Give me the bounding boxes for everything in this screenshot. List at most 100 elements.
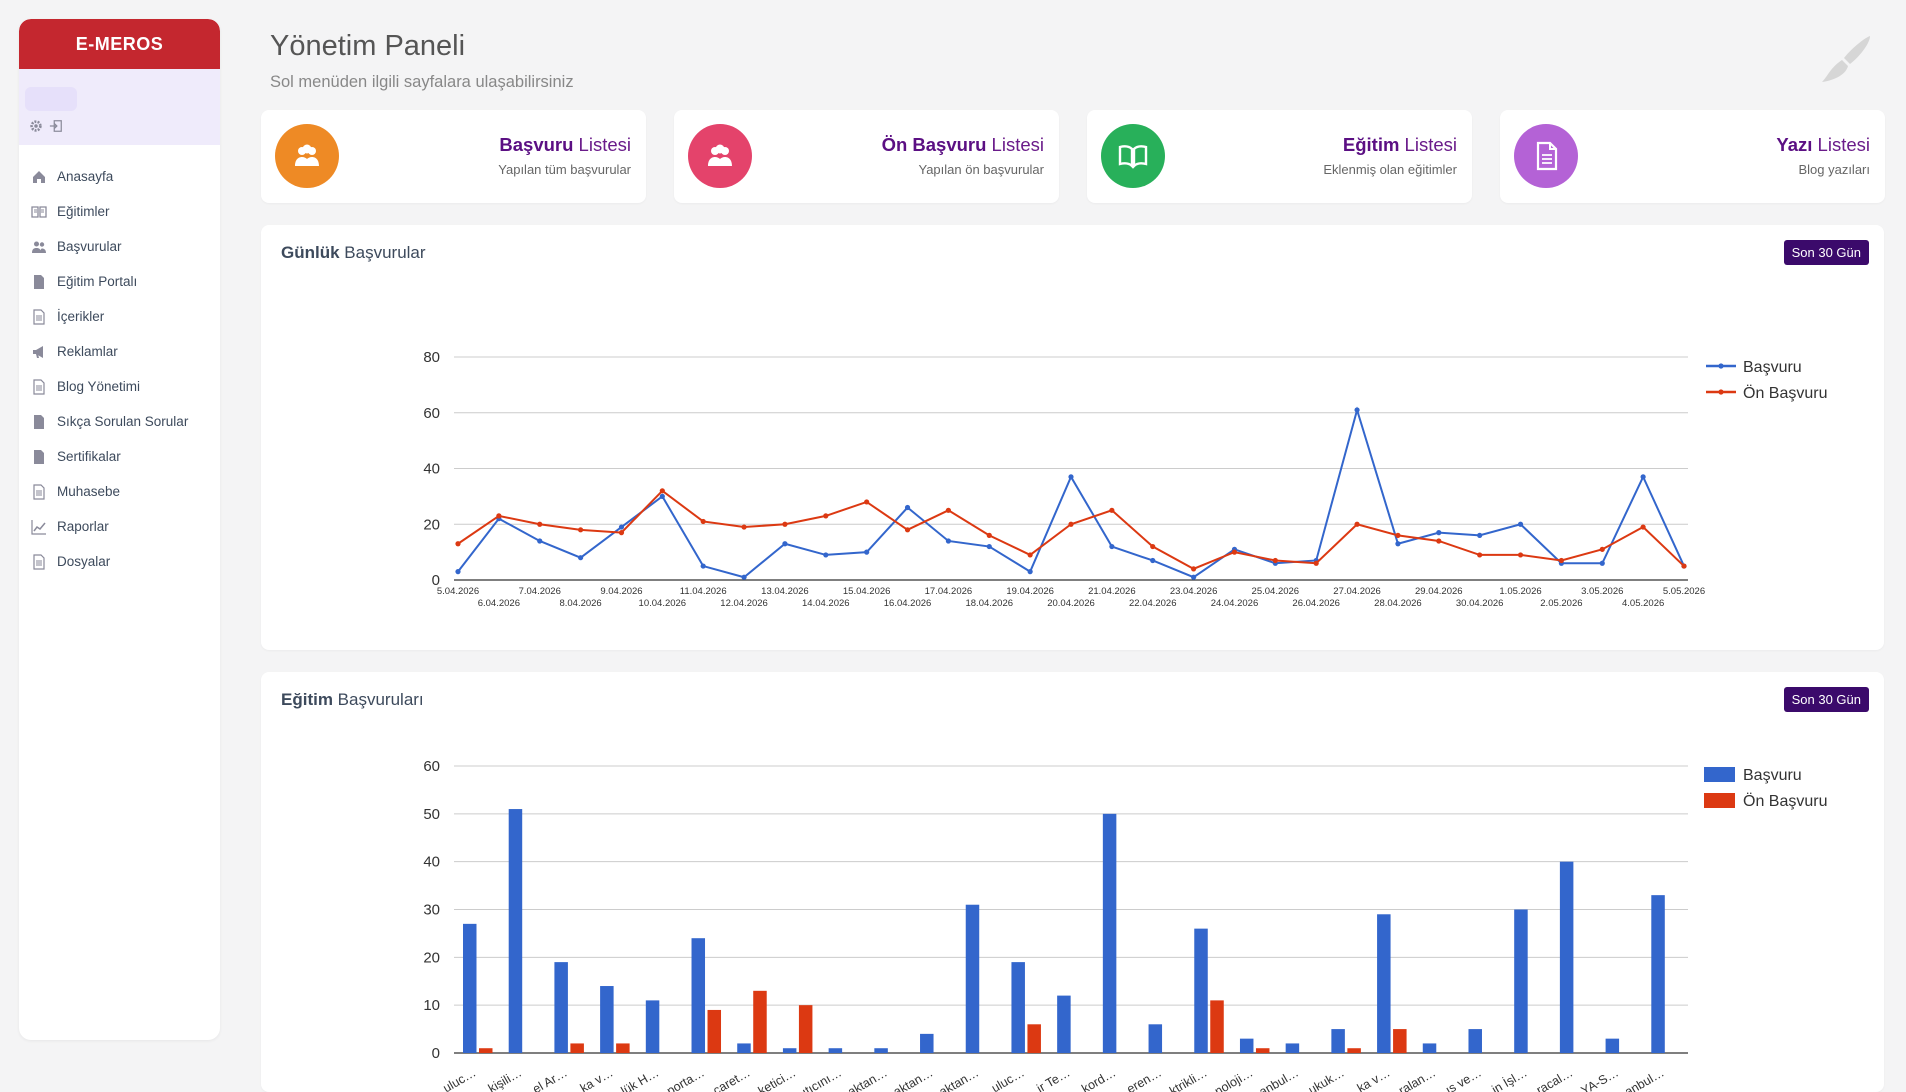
x-tick-label: 29.04.2026 [1415, 586, 1463, 597]
sidebar-item-5[interactable]: Reklamlar [19, 334, 220, 369]
card-title[interactable]: Başvuru Listesi [499, 134, 631, 155]
y-tick-label: 40 [423, 854, 440, 871]
card-title[interactable]: Yazı Listesi [1776, 134, 1870, 155]
stat-card-0[interactable]: Başvuru Listesi Yapılan tüm başvurular [261, 110, 646, 203]
data-point [1068, 474, 1074, 480]
data-point [1313, 560, 1319, 566]
sidebar-item-label: Anasayfa [57, 169, 114, 184]
sidebar-item-2[interactable]: Başvurular [19, 229, 220, 264]
brush-icon [1822, 36, 1870, 82]
bar [1194, 928, 1208, 1053]
card-icon-circle [1101, 124, 1165, 188]
avatar [25, 87, 77, 111]
legend-swatch [1704, 767, 1735, 782]
stat-card-3[interactable]: Yazı Listesi Blog yazıları [1500, 110, 1885, 203]
x-tick-label: 15.04.2026 [843, 586, 891, 597]
x-tick-label: 4.05.2026 [1622, 598, 1664, 609]
bar [691, 938, 706, 1053]
sidebar-item-label: Eğitimler [57, 204, 110, 219]
sidebar-item-label: Blog Yönetimi [57, 379, 141, 394]
data-point [823, 513, 829, 519]
sidebar-item-11[interactable]: Dosyalar [19, 544, 220, 579]
data-point [578, 555, 584, 561]
y-tick-label: 10 [423, 997, 440, 1014]
card-icon-circle [688, 124, 752, 188]
gear-icon[interactable] [29, 119, 43, 138]
bar [1027, 1024, 1041, 1053]
data-point [741, 524, 747, 530]
x-tick-label: 8.04.2026 [559, 598, 601, 609]
bar [463, 923, 477, 1053]
data-point [1558, 557, 1564, 564]
x-tick-label: 12.04.2026 [720, 598, 768, 609]
data-point [1027, 552, 1033, 558]
sidebar-item-label: Muhasebe [57, 484, 121, 499]
data-point [986, 543, 992, 550]
data-point [1395, 541, 1401, 547]
y-tick-label: 80 [423, 349, 440, 366]
x-tick-label: 24.04.2026 [1211, 598, 1259, 609]
data-point [904, 527, 911, 533]
card-subtitle: Yapılan ön başvurular [918, 162, 1044, 177]
card-icon-circle [1514, 124, 1578, 188]
sidebar-item-6[interactable]: Blog Yönetimi [19, 369, 220, 404]
data-point [1436, 538, 1442, 544]
bar [1559, 861, 1574, 1053]
sidebar-item-label: İçerikler [57, 309, 105, 324]
card-title[interactable]: Eğitim Listesi [1342, 134, 1457, 155]
sidebar-item-label: Sertifikalar [57, 449, 121, 464]
bar [753, 990, 767, 1053]
period-badge[interactable]: Son 30 Gün [1783, 687, 1869, 712]
document-icon [34, 414, 44, 429]
users-icon [32, 241, 46, 253]
y-tick-label: 60 [423, 405, 440, 422]
page-title: Yönetim Paneli [270, 30, 466, 62]
data-point [537, 521, 543, 527]
stat-card-2[interactable]: Eğitim Listesi Eklenmiş olan eğitimler [1087, 110, 1472, 203]
sidebar-item-label: Sıkça Sorulan Sorular [57, 414, 189, 429]
card-title[interactable]: Ön Başvuru Listesi [881, 134, 1044, 155]
data-point [864, 549, 870, 555]
training-applications-panel: Eğitim Başvuruları Son 30 Gün 0 10 20 30 40 5… [261, 672, 1884, 1092]
document-lines-icon [33, 483, 45, 500]
x-tick-label: 25.04.2026 [1252, 586, 1300, 597]
sidebar-item-7[interactable]: Sıkça Sorulan Sorular [19, 404, 220, 439]
sidebar-item-10[interactable]: Raporlar [19, 509, 220, 544]
bar [616, 1043, 630, 1053]
legend-label: Başvuru [1743, 767, 1802, 784]
bar [1651, 895, 1665, 1053]
sidebar-item-1[interactable]: Eğitimler [19, 194, 220, 229]
x-tick-label: 16.04.2026 [884, 598, 932, 609]
daily-line-chart: 0 20 40 60 80 5.04.20266.04.20267.04.20268.04… [423, 349, 1827, 609]
data-point [945, 538, 952, 544]
series-line [457, 406, 1685, 579]
sidebar-item-8[interactable]: Sertifikalar [19, 439, 220, 474]
logout-icon[interactable] [49, 119, 63, 138]
megaphone-icon [33, 345, 43, 358]
data-point [618, 530, 625, 536]
stat-card-1[interactable]: Ön Başvuru Listesi Yapılan ön başvurular [674, 110, 1059, 203]
data-point [864, 499, 870, 505]
brand-logo[interactable]: E-MEROS [19, 19, 220, 69]
data-point [741, 574, 747, 580]
sidebar-item-4[interactable]: İçerikler [19, 299, 220, 334]
period-badge[interactable]: Son 30 Gün [1783, 240, 1869, 265]
sidebar-item-3[interactable]: Eğitim Portalı [19, 264, 220, 299]
y-tick-label: 50 [423, 806, 440, 823]
data-point [455, 569, 461, 575]
data-point [1109, 543, 1115, 550]
data-point [1354, 521, 1360, 527]
bar [570, 1043, 584, 1053]
bar [1057, 995, 1071, 1053]
bar [1393, 1029, 1407, 1053]
x-tick-label: 28.04.2026 [1374, 598, 1422, 609]
x-tick-label: 11.04.2026 [680, 586, 727, 597]
data-point [1027, 569, 1033, 575]
x-tick-label: 20.04.2026 [1047, 598, 1095, 609]
sidebar-item-0[interactable]: Anasayfa [19, 159, 220, 194]
data-point [537, 538, 543, 544]
bar [920, 1033, 934, 1053]
sidebar-item-9[interactable]: Muhasebe [19, 474, 220, 509]
training-panel-title: Eğitim Başvuruları [281, 690, 424, 709]
bar [1255, 1048, 1270, 1053]
